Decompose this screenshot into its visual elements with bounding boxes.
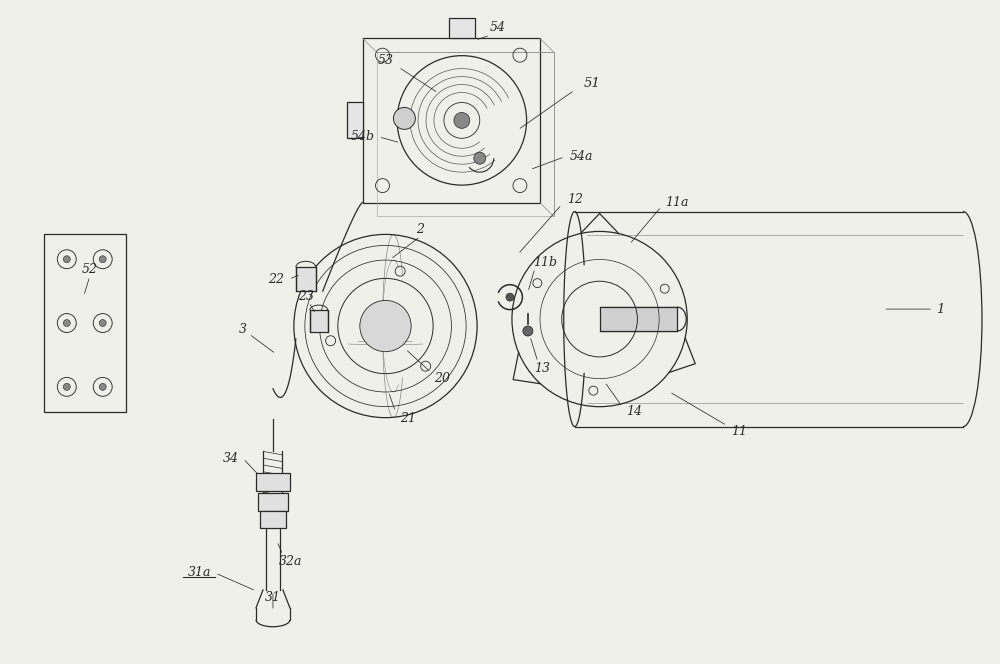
Text: 22: 22	[268, 273, 284, 286]
Text: 1: 1	[936, 303, 944, 315]
Bar	[347, 102, 363, 138]
Circle shape	[63, 319, 70, 327]
Text: 31a: 31a	[188, 566, 211, 580]
Text: 12: 12	[567, 193, 583, 206]
Text: 11b: 11b	[533, 256, 557, 269]
Circle shape	[99, 319, 106, 327]
Bar	[258, 493, 288, 511]
Circle shape	[393, 108, 415, 129]
Text: 52: 52	[82, 263, 98, 276]
Circle shape	[63, 256, 70, 263]
Bar	[600, 307, 677, 331]
Bar	[310, 310, 328, 332]
Circle shape	[474, 152, 486, 164]
Text: 34: 34	[223, 452, 239, 465]
Bar	[256, 473, 290, 491]
Bar	[260, 511, 286, 528]
Bar	[449, 19, 475, 39]
Text: 54: 54	[490, 21, 506, 34]
Circle shape	[99, 256, 106, 263]
Text: 2: 2	[416, 223, 424, 236]
Text: 32a: 32a	[279, 554, 303, 568]
Text: 51: 51	[583, 76, 600, 90]
Text: 13: 13	[534, 363, 550, 375]
Text: 54b: 54b	[351, 130, 375, 143]
Text: 20: 20	[434, 373, 450, 385]
Text: 53: 53	[377, 54, 393, 66]
Bar	[363, 39, 540, 203]
Circle shape	[63, 383, 70, 390]
Text: 3: 3	[239, 323, 247, 335]
Text: 11: 11	[731, 425, 747, 438]
Text: 14: 14	[626, 405, 642, 418]
Text: 11a: 11a	[666, 196, 689, 209]
Text: 54a: 54a	[570, 150, 593, 163]
Bar	[44, 234, 126, 412]
Text: 31: 31	[265, 592, 281, 604]
Circle shape	[523, 326, 533, 336]
Text: 21: 21	[400, 412, 416, 425]
Circle shape	[99, 383, 106, 390]
Circle shape	[506, 293, 514, 301]
Circle shape	[360, 300, 411, 352]
Text: 23: 23	[298, 290, 314, 303]
Bar	[377, 52, 554, 216]
Bar	[296, 268, 316, 291]
Circle shape	[454, 112, 470, 128]
